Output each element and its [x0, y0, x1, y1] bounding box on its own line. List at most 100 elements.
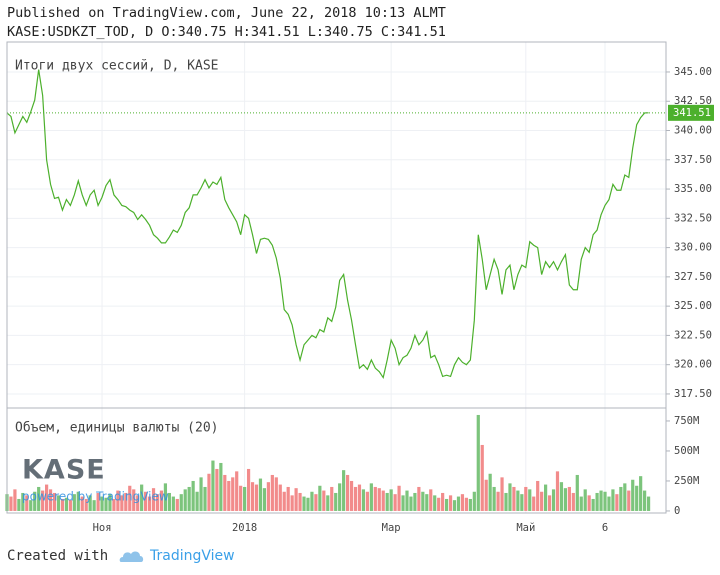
- volume-bar: [175, 498, 179, 511]
- volume-bar: [124, 492, 128, 511]
- y-tick-label: 750M: [674, 415, 699, 427]
- volume-bar: [619, 486, 623, 511]
- volume-bar: [33, 491, 37, 511]
- volume-bar: [413, 492, 417, 511]
- volume-bar: [13, 489, 17, 511]
- volume-bar: [144, 491, 148, 511]
- volume-bar: [243, 486, 247, 511]
- volume-bar: [17, 498, 21, 511]
- volume-bar: [444, 498, 449, 511]
- volume-bar: [203, 486, 207, 511]
- volume-bar: [551, 489, 556, 511]
- volume-bar: [21, 492, 25, 511]
- volume-bar: [389, 489, 393, 511]
- volume-bar: [262, 488, 267, 511]
- volume-bar: [294, 488, 298, 511]
- volume-bar: [575, 474, 579, 511]
- volume-bar: [183, 489, 187, 511]
- volume-bar: [484, 479, 488, 511]
- volume-bar: [278, 484, 282, 511]
- volume-bar: [425, 494, 429, 511]
- volume-bar: [52, 492, 57, 511]
- volume-bar: [179, 494, 183, 511]
- volume-bar: [258, 478, 263, 511]
- brand-logo[interactable]: [119, 551, 144, 562]
- volume-bar: [112, 498, 116, 511]
- volume-bar: [45, 484, 49, 511]
- volume-bar: [464, 497, 468, 511]
- volume-bar: [488, 473, 492, 511]
- volume-bar: [235, 471, 239, 511]
- y-tick-label: 327.50: [674, 271, 712, 283]
- volume-bar: [68, 500, 72, 511]
- y-tick-label: 342.50: [674, 95, 712, 107]
- y-tick-label: 250M: [674, 475, 699, 487]
- volume-bar: [207, 473, 211, 511]
- volume-bar: [567, 486, 571, 511]
- volume-bar: [326, 495, 330, 511]
- volume-bar: [338, 483, 342, 511]
- volume-bar: [496, 491, 500, 511]
- x-tick-label: Мар: [382, 522, 401, 534]
- volume-bar: [223, 474, 227, 511]
- volume-bar: [211, 460, 215, 511]
- volume-bar: [132, 489, 136, 511]
- volume-bar: [76, 491, 80, 511]
- volume-bar: [631, 479, 635, 511]
- volume-bar: [357, 484, 362, 511]
- volume-bar: [195, 491, 199, 511]
- volume-bar: [587, 495, 591, 511]
- volume-bar: [41, 490, 45, 511]
- volume-bar: [452, 500, 457, 511]
- volume-bar: [373, 486, 377, 511]
- volume-bar: [72, 494, 76, 511]
- volume-bar: [215, 468, 219, 511]
- volume-bar: [231, 477, 235, 511]
- y-tick-label: 0: [674, 505, 680, 517]
- volume-bar: [547, 495, 552, 511]
- volume-bar: [9, 496, 13, 511]
- last-value-box: [668, 104, 714, 121]
- volume-bar: [437, 497, 441, 511]
- volume-bar: [306, 497, 310, 511]
- volume-bar: [37, 486, 41, 511]
- volume-bar: [128, 485, 132, 511]
- volume-bar: [191, 480, 195, 511]
- volume-bar: [643, 490, 647, 511]
- footer-brand[interactable]: TradingView: [149, 548, 235, 564]
- volume-bar: [199, 477, 203, 511]
- y-tick-label: 335.00: [674, 183, 712, 195]
- volume-bar: [607, 496, 611, 511]
- volume-bar: [555, 471, 560, 511]
- price-line: [6, 69, 649, 380]
- volume-bar: [409, 496, 413, 511]
- volume-bar: [599, 490, 603, 511]
- volume-bar: [591, 498, 595, 511]
- volume-bar: [56, 495, 61, 511]
- volume-bar: [429, 489, 433, 511]
- volume-bar: [353, 486, 358, 511]
- volume-bar: [227, 480, 231, 511]
- volume-bar: [163, 483, 168, 511]
- volume-bar: [377, 488, 381, 511]
- volume-bar: [219, 462, 223, 511]
- volume-bar: [270, 474, 274, 511]
- volume-bar: [187, 486, 191, 511]
- volume-bar: [84, 498, 88, 511]
- volume-bar: [512, 486, 516, 511]
- volume-bar: [155, 494, 160, 511]
- y-tick-label: 322.50: [674, 329, 712, 341]
- volume-bar: [25, 495, 29, 511]
- volume-bar: [136, 495, 140, 511]
- volume-bar: [167, 492, 171, 511]
- volume-bar: [492, 486, 496, 511]
- volume-bar: [254, 484, 259, 511]
- y-tick-label: 337.50: [674, 154, 712, 166]
- volume-bar: [460, 494, 465, 511]
- volume-bar: [104, 497, 108, 511]
- x-tick-label: 2018: [232, 522, 257, 534]
- volume-bar: [246, 468, 251, 511]
- volume-bar: [266, 482, 270, 511]
- volume-bar: [147, 496, 152, 511]
